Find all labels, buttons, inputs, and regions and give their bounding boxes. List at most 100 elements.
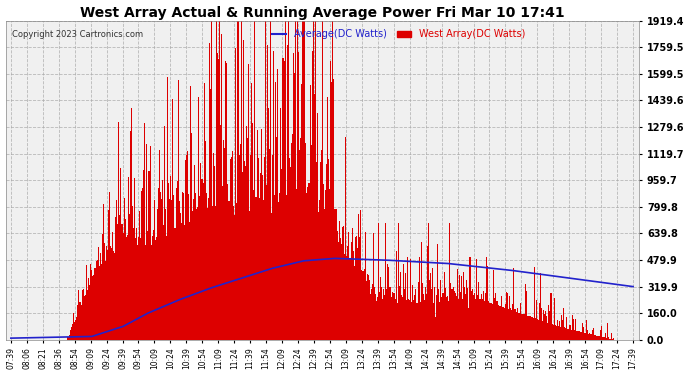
Bar	[275, 82, 276, 340]
Bar	[105, 261, 106, 340]
Bar	[198, 97, 199, 340]
Bar	[544, 314, 545, 340]
Bar	[232, 151, 233, 340]
Bar	[68, 334, 70, 340]
Bar	[542, 321, 543, 340]
Bar	[261, 129, 262, 340]
Bar	[366, 274, 368, 340]
Bar	[466, 279, 467, 340]
Bar	[557, 320, 558, 340]
Bar	[604, 333, 606, 340]
Bar	[383, 289, 384, 340]
Bar	[124, 198, 125, 340]
Bar	[140, 238, 141, 340]
Bar	[587, 330, 588, 340]
Bar	[186, 155, 187, 340]
Bar	[415, 290, 417, 340]
Bar	[608, 337, 609, 340]
Bar	[461, 276, 462, 340]
Bar	[166, 236, 167, 340]
Bar	[138, 237, 139, 340]
Bar	[315, 21, 316, 340]
Bar	[159, 150, 160, 340]
Bar	[540, 273, 541, 340]
Bar	[547, 323, 549, 340]
Bar	[450, 283, 451, 340]
Bar	[460, 292, 461, 340]
Bar	[333, 79, 335, 340]
Bar	[589, 333, 590, 340]
Bar	[192, 211, 193, 340]
Bar	[86, 265, 87, 340]
Bar	[181, 192, 183, 340]
Bar	[194, 165, 195, 340]
Bar	[128, 177, 129, 340]
Bar	[127, 235, 128, 340]
Bar	[560, 327, 561, 340]
Bar	[352, 228, 353, 340]
Bar	[578, 332, 580, 340]
Bar	[235, 48, 236, 340]
Bar	[370, 294, 371, 340]
Bar	[531, 317, 532, 340]
Bar	[170, 177, 171, 340]
Bar	[328, 159, 329, 340]
Bar	[404, 288, 405, 340]
Bar	[213, 153, 214, 340]
Bar	[362, 271, 364, 340]
Bar	[425, 286, 426, 340]
Bar	[530, 315, 531, 340]
Bar	[463, 272, 464, 340]
Bar	[465, 294, 466, 340]
Bar	[329, 189, 331, 340]
Bar	[422, 283, 423, 340]
Bar	[317, 113, 318, 340]
Bar	[567, 329, 568, 340]
Bar	[157, 209, 158, 340]
Bar	[502, 307, 503, 340]
Bar	[457, 269, 458, 340]
Bar	[569, 324, 570, 340]
Bar	[81, 305, 82, 340]
Bar	[388, 267, 389, 340]
Bar	[355, 237, 356, 340]
Bar	[358, 214, 359, 340]
Bar	[357, 248, 358, 340]
Bar	[429, 280, 430, 340]
Bar	[117, 224, 119, 340]
Bar	[224, 148, 226, 340]
Bar	[487, 266, 488, 340]
Bar	[564, 327, 565, 340]
Bar	[152, 230, 154, 340]
Bar	[72, 313, 74, 340]
Bar	[85, 295, 86, 340]
Bar	[245, 166, 246, 340]
Bar	[493, 270, 495, 340]
Bar	[610, 339, 611, 340]
Bar	[524, 284, 526, 340]
Bar	[247, 138, 248, 340]
Bar	[509, 297, 510, 340]
Bar	[226, 63, 228, 340]
Bar	[175, 188, 177, 340]
Bar	[368, 280, 370, 340]
Bar	[515, 309, 516, 340]
Bar	[350, 258, 351, 340]
Bar	[512, 304, 513, 340]
Bar	[210, 89, 211, 340]
Bar	[294, 73, 295, 340]
Bar	[411, 302, 413, 340]
Bar	[393, 293, 395, 340]
Bar	[103, 204, 104, 340]
Bar	[436, 295, 437, 340]
Bar	[516, 312, 518, 340]
Bar	[484, 301, 485, 340]
Bar	[263, 200, 264, 340]
Bar	[590, 334, 591, 340]
Bar	[199, 196, 200, 340]
Bar	[561, 315, 562, 340]
Bar	[421, 242, 422, 340]
Bar	[444, 288, 446, 340]
Bar	[321, 150, 322, 340]
Bar	[511, 310, 512, 340]
